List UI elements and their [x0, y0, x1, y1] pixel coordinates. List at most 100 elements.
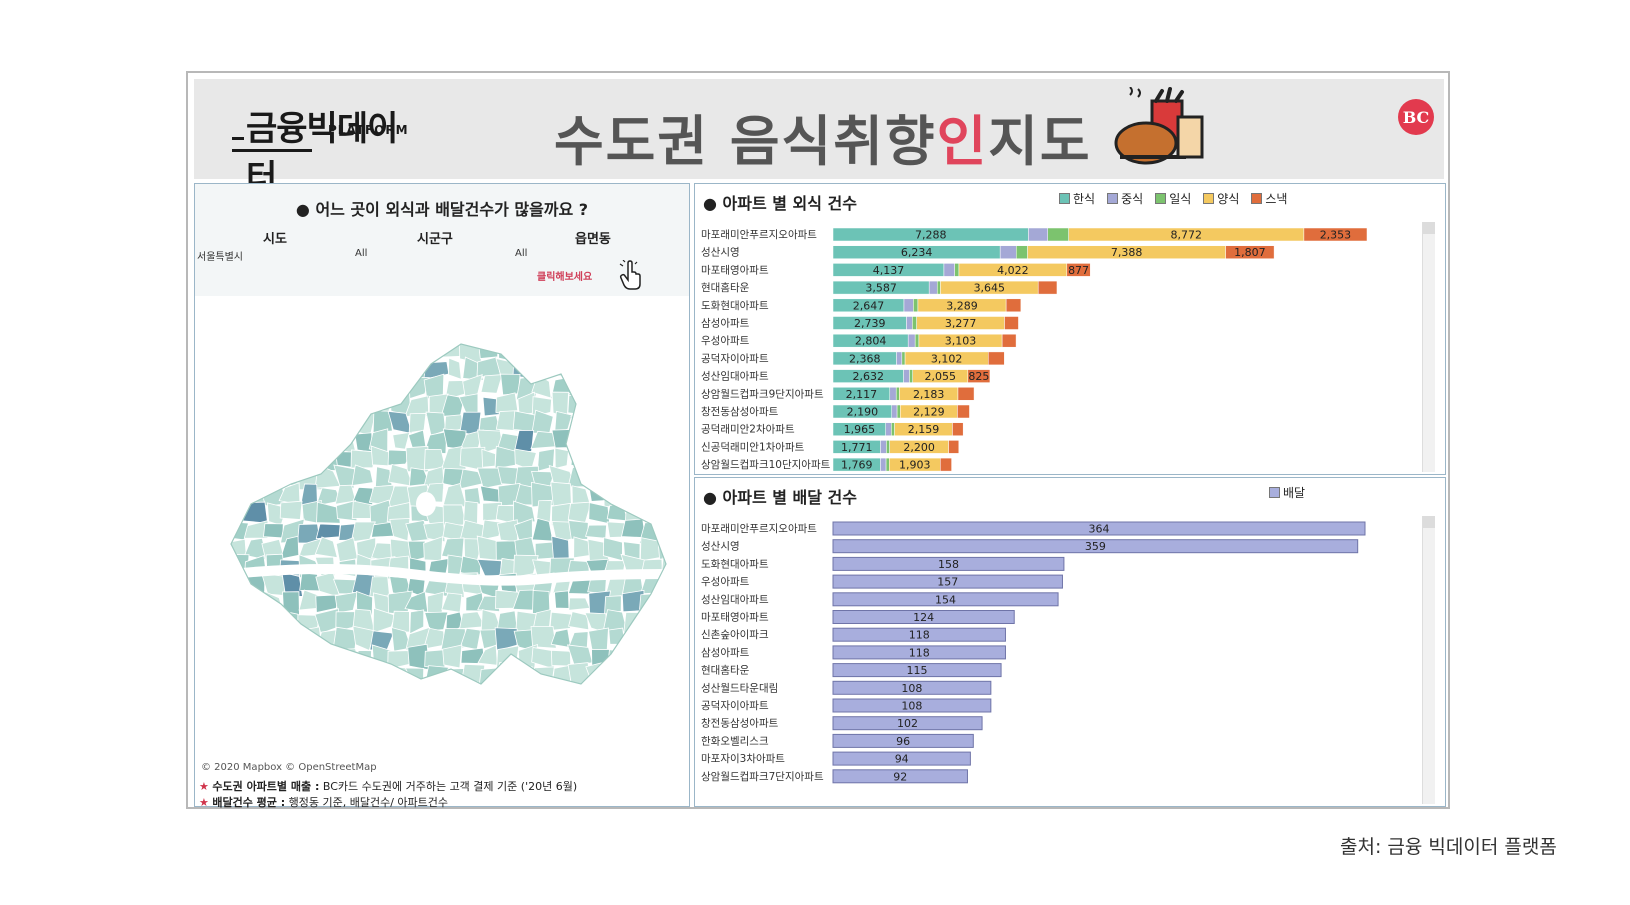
- delivery-bar[interactable]: [832, 539, 1359, 554]
- map-district[interactable]: [530, 430, 557, 449]
- map-district[interactable]: [262, 375, 284, 398]
- filter-sido-select[interactable]: 서울특별시: [197, 252, 243, 263]
- map-district[interactable]: [297, 681, 319, 701]
- map-district[interactable]: [550, 649, 572, 667]
- map-district[interactable]: [622, 464, 648, 487]
- map-district[interactable]: [281, 627, 305, 647]
- map-district[interactable]: [606, 502, 629, 522]
- map-district[interactable]: [423, 536, 444, 562]
- map-district[interactable]: [423, 685, 443, 704]
- map-district[interactable]: [352, 326, 377, 346]
- bar-segment-일식[interactable]: [1016, 245, 1028, 259]
- map-district[interactable]: [230, 361, 250, 382]
- bar-segment-일식[interactable]: [886, 440, 890, 454]
- bar-segment-일식[interactable]: [901, 351, 906, 366]
- map-district[interactable]: [550, 338, 572, 361]
- map-district[interactable]: [479, 716, 497, 724]
- map-district[interactable]: [497, 722, 521, 724]
- bar-segment-스낵[interactable]: [940, 457, 952, 472]
- map-district[interactable]: [315, 680, 340, 702]
- map-district[interactable]: [588, 486, 610, 502]
- bar-segment-일식[interactable]: [896, 404, 901, 419]
- map-district[interactable]: [333, 357, 354, 377]
- map-district[interactable]: [211, 685, 229, 700]
- map-district[interactable]: [549, 611, 573, 631]
- map-district[interactable]: [604, 665, 627, 688]
- map-district[interactable]: [244, 427, 269, 453]
- map-district[interactable]: [625, 679, 645, 705]
- map-district[interactable]: [315, 523, 341, 540]
- map-district[interactable]: [280, 701, 299, 722]
- map-district[interactable]: [661, 500, 671, 524]
- map-district[interactable]: [424, 611, 449, 632]
- map-district[interactable]: [625, 704, 641, 721]
- map-district[interactable]: [604, 469, 629, 488]
- map-district[interactable]: [389, 702, 411, 722]
- map-district[interactable]: [662, 448, 671, 473]
- map-district[interactable]: [586, 428, 608, 453]
- bar-segment-스낵[interactable]: [957, 387, 975, 401]
- map-district[interactable]: [424, 700, 444, 723]
- map-district[interactable]: [567, 394, 591, 416]
- bar-segment-스낵[interactable]: [1303, 227, 1368, 242]
- map-district[interactable]: [495, 410, 519, 432]
- map-district[interactable]: [552, 324, 574, 343]
- bar-segment-중식[interactable]: [885, 422, 892, 436]
- map-district[interactable]: [494, 627, 518, 652]
- map-district[interactable]: [656, 681, 671, 705]
- map-district[interactable]: [392, 432, 411, 450]
- map-district[interactable]: [300, 717, 322, 724]
- map-district[interactable]: [211, 644, 232, 666]
- map-district[interactable]: [371, 683, 396, 706]
- bar-segment-일식[interactable]: [909, 369, 913, 383]
- bar-segment-중식[interactable]: [907, 333, 916, 348]
- map-district[interactable]: [659, 324, 671, 342]
- map-district[interactable]: [641, 608, 666, 635]
- map-district[interactable]: [353, 698, 372, 724]
- map-district[interactable]: [624, 324, 645, 343]
- map-district[interactable]: [227, 324, 249, 343]
- map-district[interactable]: [531, 409, 554, 435]
- bar-segment-일식[interactable]: [914, 333, 920, 348]
- map-district[interactable]: [476, 558, 502, 577]
- map-district[interactable]: [586, 446, 611, 473]
- map-district[interactable]: [518, 721, 538, 724]
- map-district[interactable]: [371, 521, 395, 538]
- bar-segment-스낵[interactable]: [957, 404, 970, 419]
- map-district[interactable]: [352, 374, 374, 401]
- bar-segment-스낵[interactable]: [1004, 316, 1019, 330]
- map-district[interactable]: [211, 482, 234, 505]
- map-district[interactable]: [605, 701, 625, 721]
- map-district[interactable]: [570, 324, 594, 345]
- map-district[interactable]: [424, 665, 450, 684]
- map-district[interactable]: [369, 576, 390, 598]
- bar-segment-중식[interactable]: [880, 440, 887, 454]
- map-district[interactable]: [339, 699, 359, 722]
- map-district[interactable]: [519, 701, 535, 724]
- map-district[interactable]: [447, 357, 462, 380]
- map-district[interactable]: [481, 519, 503, 541]
- map-district[interactable]: [585, 721, 604, 724]
- map-district[interactable]: [211, 667, 228, 686]
- map-district[interactable]: [283, 679, 304, 704]
- map-district[interactable]: [278, 394, 306, 413]
- map-district[interactable]: [550, 702, 574, 717]
- map-district[interactable]: [214, 502, 228, 523]
- map-district[interactable]: [283, 663, 305, 687]
- map-district[interactable]: [609, 687, 628, 701]
- bar-segment-스낵[interactable]: [1001, 333, 1017, 348]
- map-district[interactable]: [231, 665, 252, 686]
- map-district[interactable]: [405, 519, 430, 542]
- map-district[interactable]: [279, 324, 301, 346]
- map-district[interactable]: [372, 607, 396, 634]
- map-district[interactable]: [551, 686, 573, 706]
- map-district[interactable]: [460, 717, 484, 724]
- map-district[interactable]: [644, 699, 665, 720]
- map-district[interactable]: [314, 536, 338, 559]
- map-district[interactable]: [639, 357, 665, 381]
- map-district[interactable]: [585, 524, 608, 539]
- bar-segment-중식[interactable]: [1028, 227, 1048, 242]
- map-district[interactable]: [424, 327, 443, 339]
- map-district[interactable]: [319, 324, 339, 343]
- delivery-bar[interactable]: [832, 769, 968, 784]
